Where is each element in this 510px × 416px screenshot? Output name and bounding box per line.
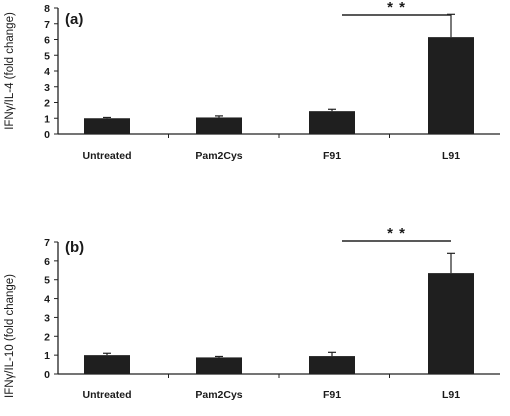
y-tick-label: 3 [44, 82, 50, 94]
y-tick-label: 2 [44, 331, 50, 343]
y-axis-title: IFNγ/IL-4 (fold change) [4, 12, 16, 130]
y-tick-label: 7 [44, 237, 50, 249]
y-tick-label: 5 [44, 275, 50, 287]
bar [84, 355, 130, 374]
y-tick-label: 0 [44, 129, 50, 141]
category-label: Untreated [82, 150, 131, 162]
bar [428, 37, 474, 135]
y-tick-label: 0 [44, 369, 50, 381]
y-tick-label: 5 [44, 50, 50, 62]
bar [196, 117, 242, 134]
y-tick-label: 1 [44, 350, 50, 362]
y-tick-label: 8 [44, 3, 50, 15]
panel-label: (a) [65, 11, 83, 28]
category-label: L91 [442, 389, 460, 401]
bar [309, 356, 355, 374]
category-label: Pam2Cys [195, 150, 242, 162]
y-axis-title: IFNγ/IL-10 (fold change) [4, 274, 16, 398]
y-tick-label: 4 [44, 294, 50, 306]
y-tick-label: 1 [44, 113, 50, 125]
category-label: F91 [323, 150, 341, 162]
bar [196, 357, 242, 374]
category-label: Pam2Cys [195, 389, 242, 401]
bar [428, 273, 474, 374]
y-tick-label: 2 [44, 98, 50, 110]
bar [84, 118, 130, 134]
category-label: Untreated [82, 389, 131, 401]
y-tick-label: 3 [44, 312, 50, 324]
y-tick-label: 6 [44, 256, 50, 268]
bar [309, 111, 355, 134]
significance-marker: * * [387, 225, 406, 242]
y-tick-label: 6 [44, 35, 50, 47]
significance-marker: * * [387, 0, 406, 16]
y-tick-label: 7 [44, 19, 50, 31]
category-label: F91 [323, 389, 341, 401]
y-tick-label: 4 [44, 66, 50, 78]
panel-label: (b) [65, 239, 84, 256]
category-label: L91 [442, 150, 460, 162]
